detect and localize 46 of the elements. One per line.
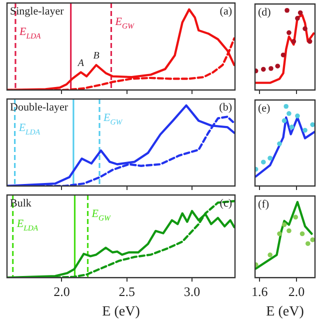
point xyxy=(295,16,300,21)
point xyxy=(298,10,303,16)
point xyxy=(286,30,292,36)
point xyxy=(307,39,312,44)
point xyxy=(268,252,272,258)
annotation: A xyxy=(76,58,85,69)
point xyxy=(295,114,300,118)
point xyxy=(300,231,305,236)
point xyxy=(280,52,286,58)
annotation: (f) xyxy=(258,198,270,210)
point xyxy=(277,141,282,146)
point xyxy=(284,8,290,13)
point xyxy=(275,64,280,69)
point xyxy=(289,124,294,130)
point xyxy=(310,122,315,128)
point xyxy=(282,222,287,228)
point xyxy=(302,128,308,133)
x-tick-label: 2.0 xyxy=(288,284,305,299)
point xyxy=(310,237,315,242)
x-axis-title: E (eV) xyxy=(266,304,304,320)
point xyxy=(268,156,272,161)
point xyxy=(302,26,308,32)
annotation: (a) xyxy=(220,5,232,18)
x-axis-title: E (eV) xyxy=(102,304,140,320)
point xyxy=(291,39,296,44)
annotation: Single-layer xyxy=(10,5,64,18)
point xyxy=(284,104,289,109)
point xyxy=(268,66,274,71)
point xyxy=(286,111,292,116)
annotation: B xyxy=(93,50,100,62)
point xyxy=(282,118,287,124)
annotation: (d) xyxy=(258,6,272,18)
annotation: (e) xyxy=(258,102,271,114)
point xyxy=(277,231,282,236)
annotation: (b) xyxy=(219,101,232,114)
annotation: Bulk xyxy=(10,197,32,210)
x-tick-label: 1.6 xyxy=(252,284,268,299)
annotation: Double-layer xyxy=(10,101,68,114)
point xyxy=(286,228,292,234)
x-tick-label: 2.0 xyxy=(54,284,70,299)
point xyxy=(293,214,298,220)
x-tick-label: 3.0 xyxy=(184,284,200,299)
x-tick-label: 2.5 xyxy=(118,284,135,299)
point xyxy=(306,241,310,246)
point xyxy=(261,160,266,165)
point xyxy=(261,66,266,72)
